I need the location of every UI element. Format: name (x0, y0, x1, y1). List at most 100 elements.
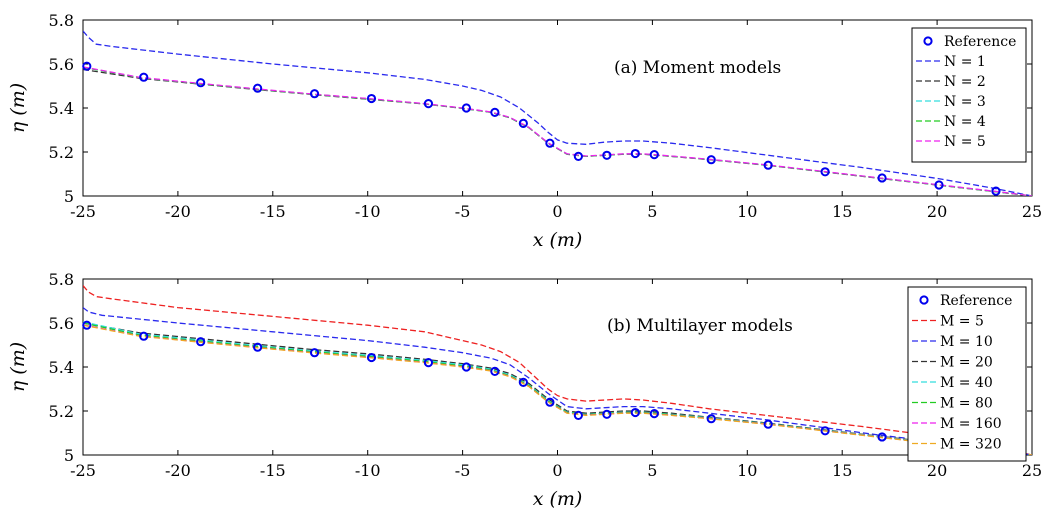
plot-area (82, 19, 1033, 197)
x-axis-label: x (m) (533, 488, 583, 510)
reference-point (630, 407, 640, 418)
legend-label: M = 80 (940, 396, 993, 412)
series-line-n2 (83, 68, 1032, 196)
reference-point (934, 180, 944, 190)
y-tick-label: 5.4 (49, 99, 74, 118)
x-tick-label: 0 (552, 461, 562, 480)
panel-annotation: (b) Multilayer models (607, 316, 793, 336)
reference-point (649, 409, 659, 419)
reference-point (545, 138, 555, 148)
reference-point (602, 150, 612, 160)
y-axis-label: η (m) (7, 83, 29, 133)
plot-area (82, 278, 1033, 456)
panel-moment-models: -25 -20 -15 -10 -5 0 5 10 15 20 25 5 5.2 5.4 5.6 5.8 x (… (7, 11, 1042, 251)
reference-point (602, 409, 612, 419)
reference-point (253, 342, 263, 352)
legend-label: M = 320 (940, 437, 1002, 453)
reference-point (706, 414, 716, 424)
legend-label: M = 160 (940, 416, 1002, 432)
panel-annotation: (a) Moment models (614, 58, 781, 78)
reference-point (139, 72, 149, 82)
x-tick-label: -10 (355, 461, 381, 480)
reference-point (82, 61, 92, 71)
legend-label: N = 1 (944, 54, 986, 70)
legend-label: N = 2 (944, 74, 986, 90)
y-tick-label: 5.8 (49, 270, 74, 289)
reference-point (309, 89, 320, 99)
x-tick-label: 20 (927, 202, 947, 221)
legend-label-reference: Reference (940, 293, 1012, 309)
x-tick-label: -10 (355, 202, 381, 221)
x-tick-label: -25 (70, 202, 96, 221)
reference-point (196, 337, 206, 347)
y-tick-label: 5.8 (49, 11, 74, 30)
reference-point (423, 358, 434, 368)
y-tick-label: 5 (64, 446, 74, 465)
x-tick-label: -20 (165, 202, 191, 221)
x-axis-label: x (m) (533, 229, 583, 251)
reference-point (763, 419, 773, 429)
legend-box (907, 286, 1027, 462)
legend-box (911, 27, 1027, 163)
reference-point (461, 362, 471, 372)
reference-point (630, 148, 640, 159)
series-line-n5 (83, 66, 1032, 196)
y-axis-label: η (m) (7, 342, 29, 392)
x-tick-label: -15 (260, 461, 286, 480)
reference-point (518, 377, 528, 387)
reference-point (309, 348, 320, 358)
x-tick-label: 25 (1022, 202, 1042, 221)
legend-label: N = 5 (944, 134, 986, 150)
reference-point (991, 186, 1001, 196)
reference-point (82, 320, 92, 330)
reference-point (423, 99, 434, 109)
reference-point (649, 150, 659, 160)
reference-point (461, 103, 471, 113)
x-tick-label: 5 (647, 461, 657, 480)
series-line-m10 (83, 307, 1032, 455)
x-tick-label: 10 (737, 461, 757, 480)
reference-point (366, 352, 377, 363)
reference-point (518, 118, 528, 129)
series-line-m160 (83, 324, 1032, 455)
y-tick-label: 5 (64, 187, 74, 206)
reference-point (877, 432, 887, 442)
y-tick-label: 5.2 (49, 402, 74, 421)
legend-label: N = 3 (944, 94, 986, 110)
y-tick-label: 5.6 (49, 314, 74, 333)
legend-marker-reference (923, 36, 933, 46)
series-line-m320 (83, 324, 1032, 455)
reference-point (196, 78, 206, 88)
reference-point (573, 410, 583, 420)
legend-label: M = 10 (940, 334, 993, 350)
series-group (83, 30, 1032, 196)
series-line-m40 (83, 321, 1032, 455)
legend-label: M = 5 (940, 314, 984, 330)
reference-point (820, 167, 830, 177)
x-tick-label: 10 (737, 202, 757, 221)
x-tick-label: 15 (832, 202, 852, 221)
legend: Reference M = 5 M = 10 M = 20 M = 40 M = 80 M … (907, 286, 1027, 462)
x-tick-label: -20 (165, 461, 191, 480)
series-line-n4 (83, 66, 1032, 196)
reference-point (545, 397, 555, 407)
reference-point (573, 151, 583, 161)
panel-multilayer-models: -25 -20 -15 -10 -5 0 5 10 15 20 25 5 5.2 5.4 5.6 5.8 x (… (7, 270, 1042, 510)
x-tick-label: 0 (552, 202, 562, 221)
x-tick-label: -25 (70, 461, 96, 480)
x-tick-label: 5 (647, 202, 657, 221)
x-tick-label: -5 (455, 461, 471, 480)
reference-point (763, 160, 773, 170)
reference-point (877, 173, 887, 183)
reference-point (490, 107, 500, 118)
legend-label-reference: Reference (944, 34, 1016, 50)
x-tick-label: 25 (1022, 461, 1042, 480)
x-tick-label: -5 (455, 202, 471, 221)
x-tick-label: 20 (927, 461, 947, 480)
series-line-n1 (83, 30, 1032, 196)
reference-point (706, 155, 716, 165)
reference-point (253, 83, 263, 93)
x-tick-label: -15 (260, 202, 286, 221)
y-tick-label: 5.4 (49, 358, 74, 377)
